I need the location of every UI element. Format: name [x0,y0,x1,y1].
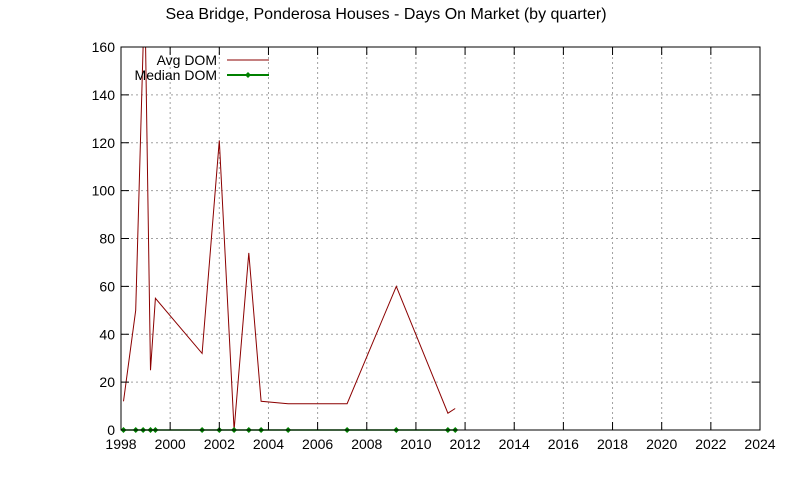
legend-marker-median-dom [245,72,251,78]
y-tick-label: 0 [107,422,115,438]
x-tick-label: 2010 [400,436,431,452]
tick-layer: 0 20 40 60 80 100 120 140 160 1998 2000 2002 2004 200… [92,39,776,452]
x-tick-label: 2016 [548,436,579,452]
grid-layer [121,47,760,430]
chart-title: Sea Bridge, Ponderosa Houses - Days On M… [165,6,606,23]
x-tick-label: 1998 [105,436,136,452]
x-tick-label: 2024 [744,436,775,452]
y-tick-label: 80 [99,231,115,247]
legend-label-avg-dom: Avg DOM [157,52,217,68]
legend-label-median-dom: Median DOM [135,67,217,83]
x-tick-label: 2002 [204,436,235,452]
x-tick-label: 2004 [253,436,284,452]
x-tick-label: 2008 [351,436,382,452]
y-tick-label: 120 [92,135,116,151]
x-tick-label: 2006 [302,436,333,452]
y-tick-label: 100 [92,183,116,199]
x-tick-label: 2022 [695,436,726,452]
x-tick-label: 2020 [646,436,677,452]
x-tick-label: 2000 [155,436,186,452]
y-tick-label: 60 [99,278,115,294]
y-tick-label: 40 [99,326,115,342]
y-tick-label: 20 [99,374,115,390]
x-tick-label: 2014 [499,436,530,452]
series-layer [120,46,459,433]
series-line-avg-dom [123,46,456,431]
x-tick-label: 2012 [449,436,480,452]
x-tick-label: 2018 [597,436,628,452]
y-tick-label: 160 [92,39,116,55]
y-tick-label: 140 [92,87,116,103]
